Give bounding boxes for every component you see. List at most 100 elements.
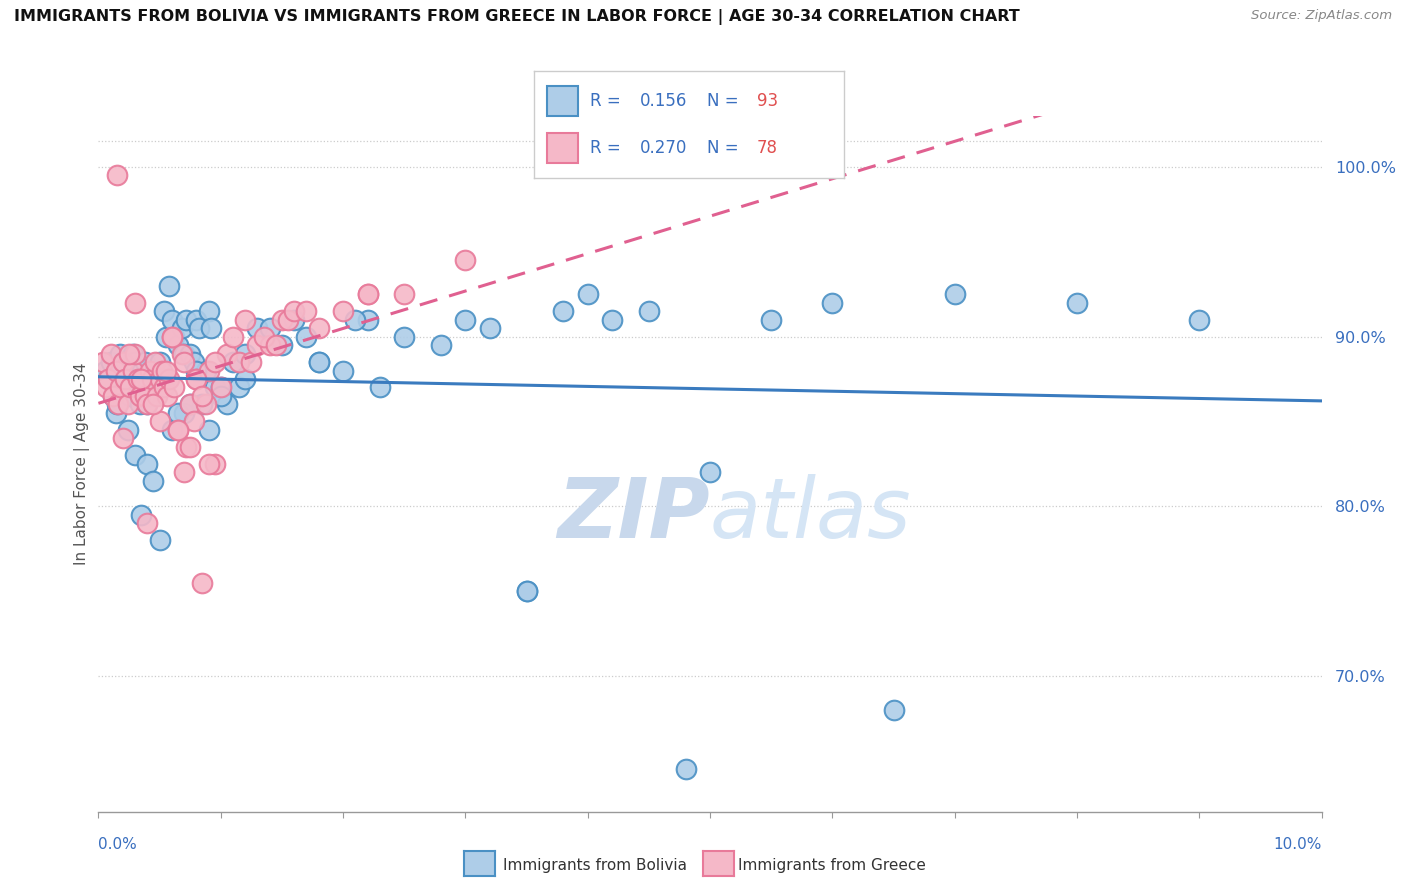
Point — [191, 389, 214, 403]
Point — [637, 304, 661, 318]
Point — [576, 287, 599, 301]
Point — [155, 363, 177, 377]
Point — [516, 584, 538, 599]
Point — [195, 363, 218, 377]
Point — [141, 380, 163, 394]
Point — [163, 329, 186, 343]
Point — [200, 321, 222, 335]
Point — [94, 380, 117, 394]
Point — [149, 414, 172, 428]
Point — [173, 406, 195, 420]
Point — [91, 355, 114, 369]
Text: 0.270: 0.270 — [640, 139, 686, 157]
Point — [368, 380, 391, 394]
Point — [110, 346, 132, 360]
Point — [179, 397, 201, 411]
Point — [131, 363, 153, 377]
Point — [516, 584, 538, 599]
Point — [170, 321, 193, 335]
Point — [264, 338, 287, 352]
Point — [176, 440, 198, 454]
Point — [883, 703, 905, 717]
Point — [100, 346, 122, 360]
Point — [134, 355, 156, 369]
Point — [1188, 312, 1211, 326]
Point — [277, 312, 299, 326]
Point — [222, 355, 245, 369]
Point — [129, 389, 152, 403]
Point — [179, 397, 201, 411]
Point — [107, 397, 129, 411]
Point — [204, 355, 226, 369]
Point — [252, 329, 274, 343]
Point — [127, 372, 149, 386]
Point — [136, 397, 159, 411]
Point — [454, 312, 477, 326]
Point — [270, 312, 294, 326]
Point — [117, 423, 139, 437]
Point — [392, 329, 416, 343]
Point — [142, 389, 165, 403]
Point — [179, 440, 201, 454]
Point — [150, 363, 173, 377]
Point — [600, 312, 623, 326]
Point — [553, 304, 575, 318]
Point — [356, 287, 378, 301]
Point — [170, 346, 193, 360]
Point — [699, 466, 721, 480]
Point — [136, 516, 159, 531]
Text: Immigrants from Bolivia: Immigrants from Bolivia — [503, 858, 688, 872]
Point — [153, 304, 176, 318]
Text: 0.0%: 0.0% — [98, 838, 138, 852]
Point — [129, 372, 152, 386]
Point — [134, 389, 156, 403]
Point — [195, 397, 218, 411]
Point — [139, 389, 162, 403]
Point — [156, 389, 179, 403]
Point — [97, 372, 120, 386]
Point — [104, 363, 127, 377]
Point — [110, 380, 132, 394]
Point — [204, 457, 226, 471]
Point — [295, 329, 318, 343]
Point — [111, 431, 134, 445]
Text: 10.0%: 10.0% — [1274, 838, 1322, 852]
Point — [149, 372, 172, 386]
Point — [129, 397, 152, 411]
Point — [136, 457, 159, 471]
Point — [675, 762, 697, 776]
Point — [129, 372, 152, 386]
Point — [167, 338, 190, 352]
Point — [186, 312, 208, 326]
Point — [167, 423, 190, 437]
Point — [209, 380, 232, 394]
Point — [101, 389, 124, 403]
Point — [163, 380, 186, 394]
Point — [259, 338, 281, 352]
Point — [100, 355, 122, 369]
Point — [356, 312, 378, 326]
Point — [283, 304, 305, 318]
Point — [157, 372, 180, 386]
Point — [283, 312, 305, 326]
Text: ZIP: ZIP — [557, 475, 710, 555]
Point — [105, 169, 128, 183]
Point — [228, 380, 250, 394]
Point — [117, 397, 139, 411]
Text: 0.156: 0.156 — [640, 93, 686, 111]
Point — [142, 474, 165, 488]
Point — [124, 295, 146, 310]
Text: N =: N = — [707, 139, 744, 157]
Point — [392, 287, 416, 301]
Point — [233, 372, 256, 386]
Text: Immigrants from Greece: Immigrants from Greece — [738, 858, 927, 872]
Point — [356, 287, 378, 301]
Point — [173, 466, 195, 480]
Point — [114, 355, 136, 369]
Point — [160, 329, 183, 343]
Point — [186, 372, 208, 386]
Point — [136, 397, 159, 411]
Point — [215, 346, 238, 360]
Text: 78: 78 — [756, 139, 778, 157]
Point — [121, 346, 143, 360]
